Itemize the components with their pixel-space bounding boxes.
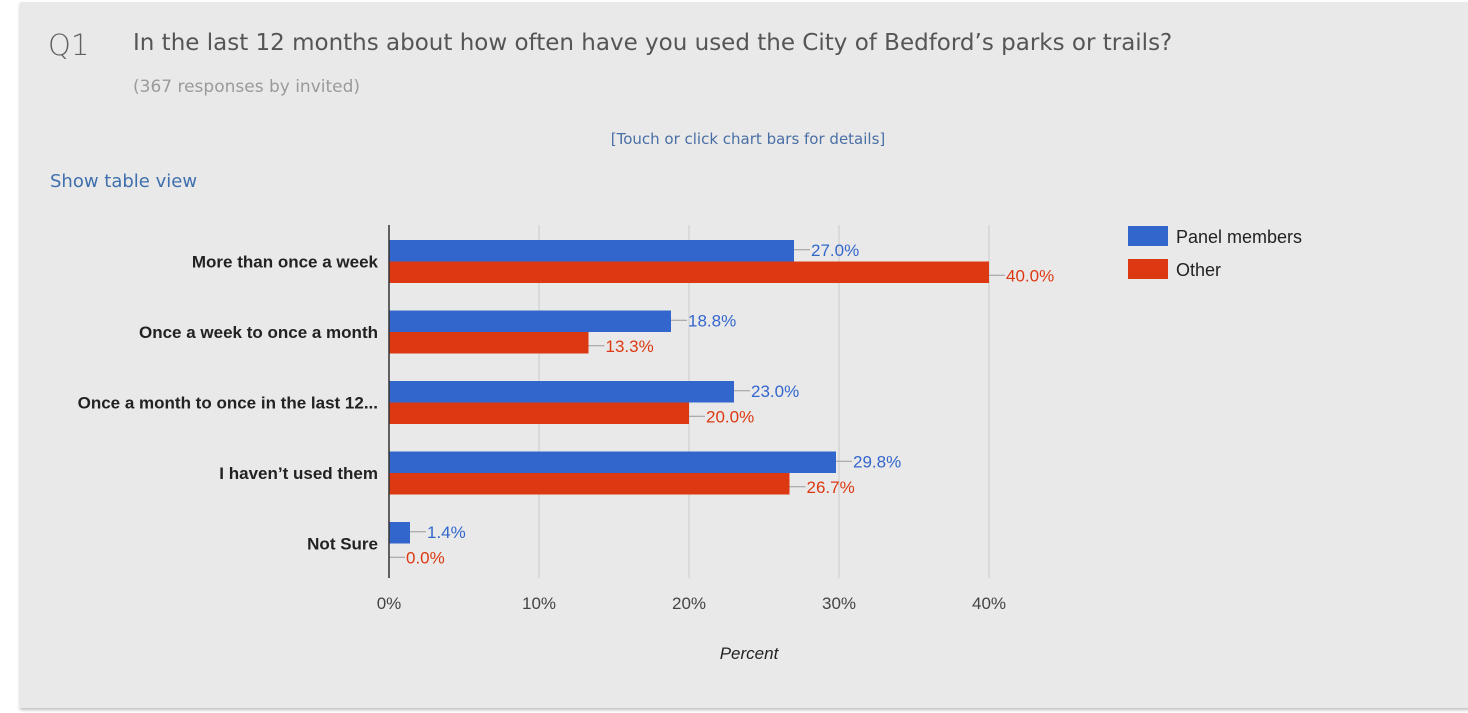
bar[interactable] [389, 381, 734, 403]
show-table-view-link[interactable]: Show table view [50, 171, 198, 192]
question-number: Q1 [48, 28, 90, 62]
bar[interactable] [389, 522, 410, 544]
data-label: 0.0% [406, 548, 445, 567]
x-tick-label: 0% [377, 594, 402, 613]
data-label: 23.0% [751, 382, 799, 401]
legend-label: Other [1176, 260, 1221, 280]
category-label: Once a week to once a month [139, 323, 378, 342]
data-label: 1.4% [427, 523, 466, 542]
x-tick-label: 40% [972, 594, 1006, 613]
chart-hint: [Touch or click chart bars for details] [610, 130, 886, 148]
category-label: Once a month to once in the last 12... [78, 394, 378, 413]
data-label: 27.0% [811, 241, 859, 260]
data-label: 26.7% [807, 478, 855, 497]
bar[interactable] [389, 402, 689, 425]
data-label: 18.8% [688, 311, 736, 330]
legend-swatch [1128, 259, 1168, 279]
bar[interactable] [389, 451, 836, 474]
data-label: 13.3% [606, 337, 654, 356]
x-tick-label: 10% [522, 594, 556, 613]
category-label: I haven’t used them [219, 464, 378, 483]
bar[interactable] [389, 240, 794, 262]
data-label: 29.8% [853, 452, 901, 471]
data-label: 20.0% [706, 407, 754, 426]
response-count: (367 responses by invited) [133, 77, 361, 97]
question-card [20, 2, 1468, 708]
category-label: Not Sure [307, 535, 378, 554]
category-label: More than once a week [192, 253, 379, 272]
x-axis-title: Percent [720, 644, 780, 663]
data-label: 40.0% [1006, 266, 1054, 285]
bar[interactable] [389, 310, 671, 333]
legend-swatch [1128, 226, 1168, 246]
question-text: In the last 12 months about how often ha… [133, 30, 1173, 56]
bar[interactable] [389, 332, 589, 354]
legend-label: Panel members [1176, 227, 1302, 247]
x-tick-label: 30% [822, 594, 856, 613]
bar[interactable] [389, 261, 989, 284]
x-tick-label: 20% [672, 594, 706, 613]
bar[interactable] [389, 473, 790, 495]
